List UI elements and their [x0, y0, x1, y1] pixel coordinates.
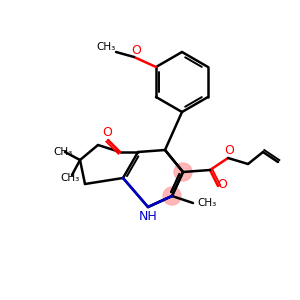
- Text: O: O: [217, 178, 227, 191]
- Text: O: O: [131, 44, 141, 56]
- Text: CH₃: CH₃: [96, 42, 116, 52]
- Circle shape: [174, 163, 192, 181]
- Text: O: O: [224, 145, 234, 158]
- Text: O: O: [102, 125, 112, 139]
- Text: CH₃: CH₃: [197, 198, 217, 208]
- Text: CH₃: CH₃: [53, 147, 73, 157]
- Text: CH₃: CH₃: [60, 173, 80, 183]
- Circle shape: [163, 187, 181, 205]
- Text: NH: NH: [139, 209, 158, 223]
